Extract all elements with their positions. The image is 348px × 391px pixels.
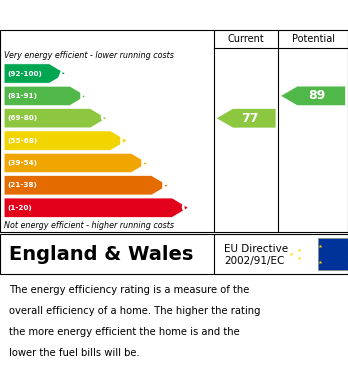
Text: (39-54): (39-54) bbox=[7, 160, 37, 166]
Polygon shape bbox=[4, 131, 127, 150]
Text: overall efficiency of a home. The higher the rating: overall efficiency of a home. The higher… bbox=[9, 306, 260, 316]
Text: 89: 89 bbox=[308, 90, 325, 102]
Text: 77: 77 bbox=[241, 112, 258, 125]
Text: Potential: Potential bbox=[292, 34, 335, 44]
Polygon shape bbox=[4, 109, 106, 128]
Polygon shape bbox=[4, 198, 188, 217]
Polygon shape bbox=[217, 109, 276, 127]
Text: E: E bbox=[140, 156, 150, 170]
Text: Energy Efficiency Rating: Energy Efficiency Rating bbox=[9, 5, 238, 23]
Text: Very energy efficient - lower running costs: Very energy efficient - lower running co… bbox=[4, 51, 174, 60]
Text: (55-68): (55-68) bbox=[7, 138, 37, 143]
Text: England & Wales: England & Wales bbox=[9, 244, 193, 264]
Text: The energy efficiency rating is a measure of the: The energy efficiency rating is a measur… bbox=[9, 285, 249, 295]
Text: Current: Current bbox=[228, 34, 264, 44]
Text: lower the fuel bills will be.: lower the fuel bills will be. bbox=[9, 348, 140, 358]
Polygon shape bbox=[4, 176, 168, 195]
Text: F: F bbox=[161, 178, 170, 192]
Text: (81-91): (81-91) bbox=[7, 93, 37, 99]
Text: A: A bbox=[58, 66, 69, 81]
Text: (1-20): (1-20) bbox=[7, 204, 32, 211]
Text: C: C bbox=[99, 111, 109, 125]
Text: D: D bbox=[119, 134, 130, 147]
Text: Not energy efficient - higher running costs: Not energy efficient - higher running co… bbox=[4, 221, 174, 230]
Bar bbox=[318, 238, 348, 270]
Polygon shape bbox=[4, 86, 86, 106]
Text: EU Directive: EU Directive bbox=[224, 244, 288, 254]
Text: (21-38): (21-38) bbox=[7, 182, 37, 188]
Polygon shape bbox=[281, 86, 345, 105]
Text: the more energy efficient the home is and the: the more energy efficient the home is an… bbox=[9, 327, 239, 337]
Text: (69-80): (69-80) bbox=[7, 115, 37, 121]
Text: 2002/91/EC: 2002/91/EC bbox=[224, 256, 285, 266]
Text: (92-100): (92-100) bbox=[7, 70, 42, 77]
Text: G: G bbox=[180, 201, 192, 215]
Text: B: B bbox=[78, 89, 89, 103]
Polygon shape bbox=[4, 64, 65, 83]
Polygon shape bbox=[4, 153, 148, 172]
